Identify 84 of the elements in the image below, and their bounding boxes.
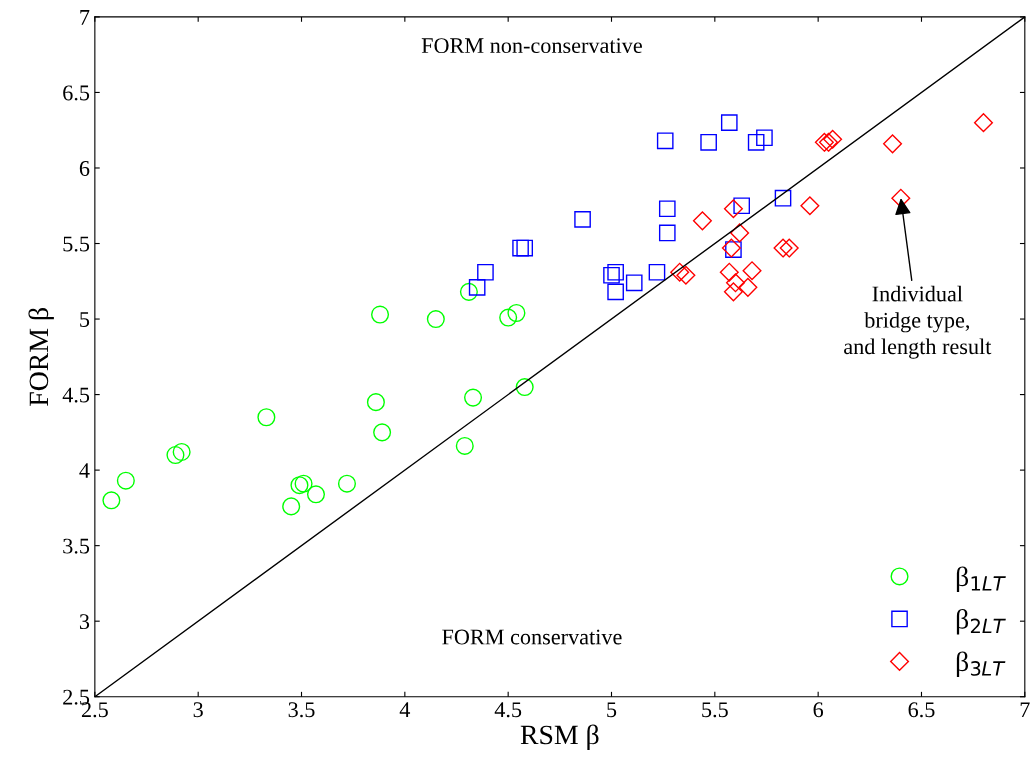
point (700, 133, 717, 151)
point (800, 196, 820, 216)
point (818, 132, 839, 152)
y-axis-title: FORM β (28, 308, 54, 406)
point (290, 476, 309, 495)
point (725, 273, 746, 293)
x-axis-title: RSM β (520, 724, 599, 750)
point (738, 277, 758, 297)
x-tick-label: 5.5 (702, 702, 728, 718)
point (603, 266, 620, 284)
point (515, 378, 534, 397)
point (814, 132, 834, 152)
point (337, 474, 357, 493)
point (468, 278, 486, 296)
x-tick-label: 6 (813, 702, 824, 718)
y-tick-label: 7 (80, 10, 90, 25)
point (658, 200, 676, 218)
point (692, 211, 712, 231)
point (720, 114, 738, 131)
point (455, 436, 474, 455)
y-tick-label: 5 (80, 312, 90, 327)
point (426, 310, 445, 329)
x-tick-label: 3 (193, 702, 203, 718)
point (607, 263, 624, 281)
point (670, 262, 690, 282)
point (648, 263, 666, 281)
point (625, 274, 643, 292)
y-tick-label: 4 (79, 463, 90, 478)
point (477, 263, 494, 281)
legend-label: β$_{2LT}$ (956, 608, 1006, 635)
point (512, 239, 529, 257)
legend-label: β$_{1LT}$ (956, 566, 1006, 592)
point (507, 303, 526, 323)
point (973, 113, 994, 133)
y-tick-label: 4.5 (62, 387, 90, 403)
annotation: FORM conservative (442, 629, 622, 645)
y-tick-label: 6.5 (63, 85, 90, 101)
point (607, 283, 624, 301)
annotation: FORM non-conservative (421, 38, 642, 54)
point (257, 408, 276, 427)
y-tick-label: 3 (79, 614, 90, 630)
point (773, 238, 793, 258)
point (306, 485, 326, 504)
point (294, 474, 313, 493)
y-tick-label: 3.5 (63, 538, 90, 554)
y-tick-label: 6 (79, 160, 90, 176)
point (747, 133, 765, 151)
point (733, 197, 751, 215)
point (883, 134, 903, 154)
point (676, 265, 696, 285)
x-tick-label: 3.5 (288, 702, 315, 718)
point (172, 442, 191, 462)
point (756, 129, 773, 147)
legend-label: β$_{3LT}$ (956, 651, 1006, 677)
point (656, 132, 674, 150)
point (723, 282, 743, 302)
y-tick-label: 5.5 (63, 236, 90, 252)
point (658, 224, 676, 242)
x-tick-label: 6.5 (908, 702, 935, 718)
annotation: Individual bridge type, and length result (844, 285, 992, 359)
point (464, 388, 483, 407)
point (574, 211, 591, 228)
x-tick-label: 7 (1020, 702, 1030, 717)
point (779, 238, 799, 258)
point (823, 129, 843, 149)
point (742, 261, 762, 281)
point (102, 491, 121, 510)
point (774, 189, 792, 207)
x-tick-label: 4.5 (494, 702, 522, 718)
point (166, 445, 185, 465)
point (373, 423, 392, 442)
point (371, 305, 390, 324)
point (282, 497, 301, 516)
point (723, 199, 743, 219)
point (116, 471, 135, 490)
point (499, 308, 518, 327)
x-tick-label: 4 (399, 702, 411, 717)
point (516, 239, 534, 257)
point (366, 393, 385, 412)
point (719, 262, 739, 282)
x-tick-label: 5 (607, 702, 617, 718)
point (730, 223, 750, 243)
point (891, 188, 911, 208)
point (459, 282, 478, 301)
